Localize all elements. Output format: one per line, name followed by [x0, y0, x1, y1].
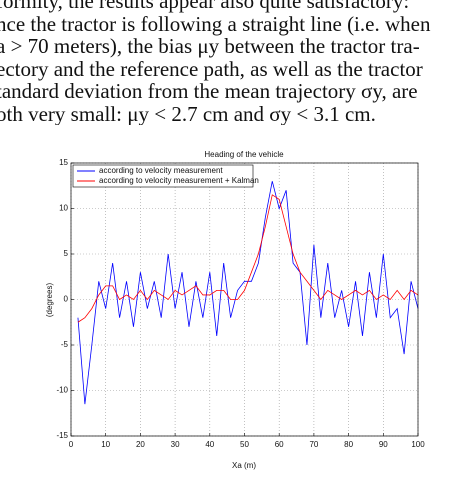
- y-tick-label: 10: [59, 204, 68, 213]
- x-tick-label: 90: [379, 440, 388, 449]
- x-tick-label: 100: [411, 440, 425, 449]
- plot-frame: [70, 162, 419, 437]
- x-tick-label: 80: [344, 440, 353, 449]
- x-tick-label: 20: [136, 440, 145, 449]
- y-axis-label: (degrees): [45, 283, 54, 318]
- chart: Heading of the vehicle Xa (m) (degrees) …: [45, 150, 425, 470]
- x-tick-label: 30: [171, 440, 180, 449]
- series-line: [77, 194, 419, 323]
- x-tick-label: 70: [309, 440, 318, 449]
- text-line: formity, the results appear also quite s…: [0, 0, 410, 13]
- y-tick-label: -5: [61, 340, 69, 349]
- chart-title: Heading of the vehicle: [204, 150, 284, 159]
- y-tick-label: 5: [64, 249, 69, 258]
- x-tick-label: 0: [69, 440, 74, 449]
- y-tick-label: 15: [59, 158, 68, 167]
- x-tick-label: 10: [101, 440, 110, 449]
- y-tick-label: -15: [56, 431, 68, 440]
- text-line: ectory and the reference path, as well a…: [0, 56, 423, 81]
- y-tick-label: -10: [56, 386, 68, 395]
- text-line: nce the tractor is following a straight …: [0, 11, 431, 36]
- text-line: oth very small: μy < 2.7 cm and σy < 3.1…: [0, 101, 376, 125]
- legend-label: according to velocity measurement: [99, 166, 223, 175]
- x-tick-label: 50: [240, 440, 249, 449]
- x-tick-label: 60: [275, 440, 284, 449]
- text-line: a > 70 meters), the bias μy between the …: [0, 34, 420, 58]
- paper-text: formity, the results appear also quite s…: [0, 0, 474, 125]
- text-line: tandard deviation from the mean trajecto…: [0, 79, 418, 103]
- y-tick-label: 0: [64, 295, 69, 304]
- legend-label: according to velocity measurement + Kalm…: [99, 176, 259, 185]
- legend-box: [72, 164, 254, 188]
- x-axis-label: Xa (m): [232, 461, 256, 470]
- x-tick-label: 40: [205, 440, 214, 449]
